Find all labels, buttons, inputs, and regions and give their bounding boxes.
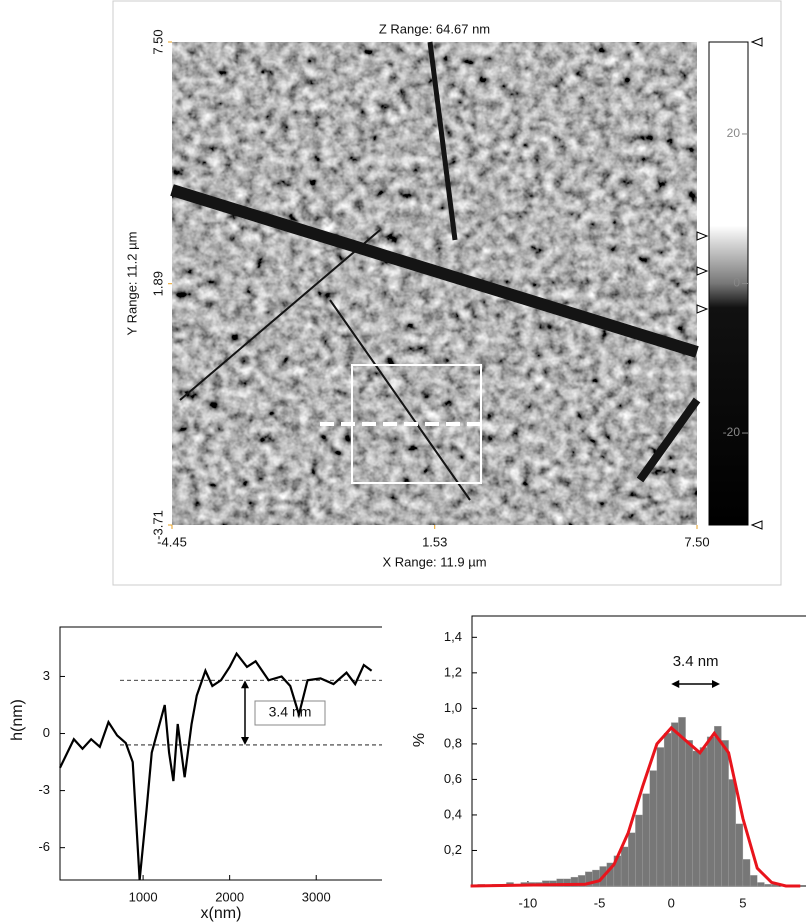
histogram-bar bbox=[642, 793, 650, 887]
x-tick-label: 0 bbox=[668, 895, 675, 910]
histogram-bar bbox=[635, 814, 643, 887]
x-tick-label: -4.45 bbox=[157, 534, 187, 549]
histogram-bar bbox=[678, 717, 686, 887]
y-tick-label: 0,6 bbox=[444, 771, 462, 786]
y-tick-label: 7.50 bbox=[150, 29, 165, 54]
histogram-bar bbox=[721, 740, 729, 887]
colorbar-tick-label: -20 bbox=[723, 425, 741, 439]
y-axis-label: Y Range: 11.2 µm bbox=[124, 232, 139, 336]
y-tick-label: -3.71 bbox=[150, 510, 165, 540]
histogram-bar bbox=[692, 750, 701, 887]
chart-title: Z Range: 64.67 nm bbox=[379, 21, 490, 36]
afm-image bbox=[170, 41, 701, 525]
y-tick-label: 1.89 bbox=[150, 271, 165, 296]
x-tick-label: 7.50 bbox=[684, 534, 709, 549]
histogram-bar bbox=[728, 779, 736, 887]
colorbar-tick-label: 20 bbox=[727, 126, 741, 140]
x-axis-label: x(nm) bbox=[201, 905, 242, 922]
histogram-bar bbox=[764, 884, 772, 887]
histogram-bar bbox=[620, 846, 629, 887]
y-tick-label: 1,4 bbox=[444, 629, 462, 644]
profile-line bbox=[59, 651, 373, 881]
x-tick-label: -10 bbox=[519, 895, 538, 910]
histogram-bar bbox=[749, 875, 758, 887]
colorbar bbox=[708, 41, 749, 526]
colorbar-tick-label: 0 bbox=[733, 276, 740, 290]
y-tick-label: -6 bbox=[38, 839, 50, 854]
y-tick-label: 0 bbox=[43, 725, 50, 740]
x-tick-label: 2000 bbox=[215, 889, 244, 904]
axes-frame bbox=[59, 626, 382, 881]
histogram-bar bbox=[706, 736, 715, 887]
histogram-bar bbox=[671, 722, 679, 887]
x-tick-label: 3000 bbox=[302, 889, 331, 904]
x-tick-label: 1000 bbox=[129, 889, 158, 904]
y-axis-label: % bbox=[411, 733, 428, 747]
histogram-bar bbox=[656, 747, 665, 887]
x-tick-label: 1.53 bbox=[422, 534, 447, 549]
colorbar-markers bbox=[696, 37, 763, 530]
histogram-bar bbox=[735, 823, 744, 887]
fit-curve bbox=[470, 725, 801, 888]
x-tick-label: -5 bbox=[594, 895, 606, 910]
annotation: 3.4 nm bbox=[673, 653, 719, 670]
y-tick-label: 1,2 bbox=[444, 664, 462, 679]
histogram-bar bbox=[699, 747, 708, 887]
x-tick-label: 5 bbox=[739, 895, 746, 910]
histogram-bar bbox=[663, 733, 672, 887]
histogram-bar bbox=[628, 832, 636, 887]
y-tick-label: -3 bbox=[38, 782, 50, 797]
y-tick-label: 1,0 bbox=[444, 700, 462, 715]
histogram-bar bbox=[685, 740, 693, 887]
histogram-bar bbox=[742, 859, 751, 887]
arrow-head bbox=[241, 680, 249, 745]
y-tick-label: 3 bbox=[43, 668, 50, 683]
y-tick-label: 0,8 bbox=[444, 735, 462, 750]
y-axis-label: h(nm) bbox=[9, 699, 26, 741]
histogram-bar bbox=[714, 725, 722, 887]
annotation: 3.4 nm bbox=[269, 704, 312, 720]
annotation-box bbox=[254, 700, 326, 726]
y-tick-label: 0,2 bbox=[444, 842, 462, 857]
histogram-bar bbox=[649, 770, 658, 887]
x-axis-label: X Range: 11.9 µm bbox=[382, 554, 486, 569]
histogram-bar bbox=[757, 882, 765, 887]
y-tick-label: 0,4 bbox=[444, 806, 462, 821]
